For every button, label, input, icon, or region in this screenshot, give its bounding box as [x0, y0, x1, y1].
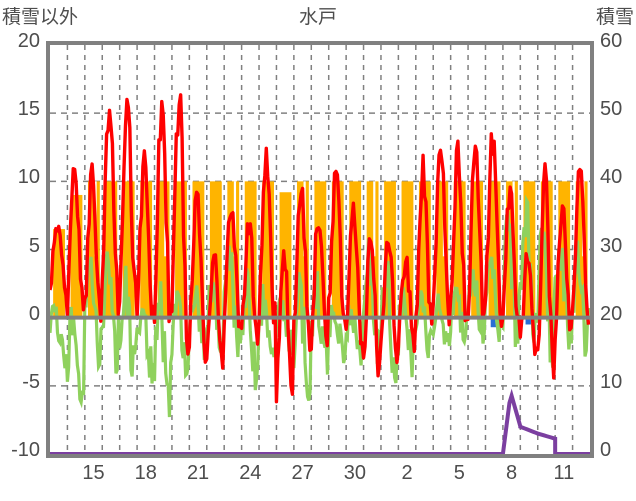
blue-marker	[525, 317, 534, 325]
right-tick-60: 60	[600, 30, 623, 52]
x-tick-5: 5	[453, 462, 465, 484]
orange-bar	[87, 181, 100, 318]
orange-bar	[453, 181, 466, 318]
orange-bar	[192, 181, 205, 318]
left-tick--10: -10	[11, 439, 40, 461]
orange-bar	[175, 181, 187, 318]
left-axis-title: 積雪以外	[2, 7, 79, 28]
left-tick-10: 10	[17, 166, 40, 189]
right-tick-20: 20	[600, 302, 623, 325]
green-line	[50, 194, 590, 418]
orange-bar	[53, 229, 65, 318]
x-tick-11: 11	[553, 462, 575, 484]
left-tick-15: 15	[17, 98, 40, 121]
red-line	[50, 93, 590, 404]
right-tick-40: 40	[600, 166, 623, 189]
x-tick-30: 30	[343, 462, 366, 484]
plot-inner	[50, 45, 590, 454]
orange-bar-gap	[233, 181, 237, 257]
orange-bar	[436, 181, 449, 318]
orange-bar	[209, 181, 222, 318]
purple-snow-depth-series	[50, 388, 590, 454]
right-tick-50: 50	[600, 98, 623, 121]
orange-bar	[105, 181, 118, 318]
chart-canvas	[50, 45, 590, 454]
green-line-series	[50, 194, 590, 418]
left-tick-5: 5	[28, 234, 40, 257]
x-tick-15: 15	[82, 462, 105, 484]
right-tick-10: 10	[600, 370, 623, 393]
blue-marker-series	[490, 317, 534, 328]
orange-bar	[122, 181, 135, 318]
orange-bar	[488, 181, 501, 318]
orange-bar	[157, 181, 170, 318]
orange-bar	[471, 181, 484, 318]
orange-bar	[331, 181, 344, 318]
orange-bar	[297, 181, 309, 318]
orange-bar	[70, 194, 83, 318]
orange-bar-gap	[373, 181, 376, 257]
orange-bar	[418, 181, 431, 318]
orange-bar	[262, 181, 275, 318]
plot-area	[46, 41, 594, 458]
orange-bar	[140, 181, 153, 318]
orange-bar	[575, 181, 588, 318]
right-axis-title: 積雪	[595, 7, 634, 28]
x-tick-18: 18	[134, 462, 157, 484]
left-tick--5: -5	[22, 370, 40, 393]
x-tick-8: 8	[506, 462, 518, 484]
x-tick-27: 27	[291, 462, 314, 484]
x-tick-24: 24	[239, 462, 262, 484]
left-tick-0: 0	[28, 302, 40, 325]
purple-line	[50, 388, 590, 454]
right-tick-30: 30	[600, 234, 623, 257]
red-line-series	[50, 93, 590, 404]
x-tick-21: 21	[186, 462, 210, 484]
right-tick-0: 0	[600, 439, 612, 461]
x-tick-2: 2	[401, 462, 413, 484]
left-tick-20: 20	[17, 30, 40, 52]
chart-title: 水戸	[298, 7, 337, 28]
blue-marker	[490, 317, 500, 328]
orange-bar	[401, 181, 414, 318]
